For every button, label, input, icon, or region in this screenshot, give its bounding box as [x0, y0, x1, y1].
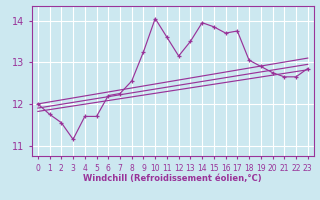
X-axis label: Windchill (Refroidissement éolien,°C): Windchill (Refroidissement éolien,°C)	[84, 174, 262, 183]
